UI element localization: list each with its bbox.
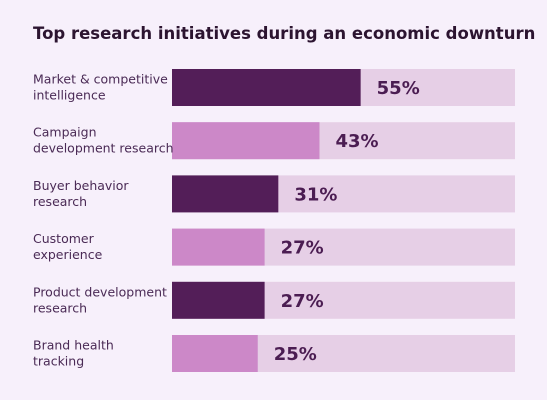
bar bbox=[172, 122, 320, 160]
bar bbox=[172, 335, 258, 372]
category-label: Customer experience bbox=[33, 231, 103, 262]
category-label-line: Market & competitive bbox=[33, 72, 168, 87]
category-label-line: research bbox=[33, 300, 87, 315]
category-label: Brand health tracking bbox=[33, 338, 114, 369]
chart-title: Top research initiatives during an econo… bbox=[33, 24, 536, 43]
value-label: 27% bbox=[281, 291, 324, 312]
bar bbox=[172, 281, 265, 319]
value-label: 27% bbox=[281, 238, 324, 259]
category-label-line: intelligence bbox=[33, 88, 106, 103]
value-label: 55% bbox=[377, 78, 420, 99]
category-label-line: Buyer behavior bbox=[33, 178, 129, 193]
category-label-line: Product development bbox=[33, 284, 167, 299]
bar bbox=[172, 228, 265, 266]
category-label: Product development research bbox=[33, 284, 167, 315]
category-label: Campaign development research bbox=[33, 125, 174, 156]
category-label-line: Brand health bbox=[33, 338, 114, 353]
category-label-line: Customer bbox=[33, 231, 95, 246]
category-label-line: Campaign bbox=[33, 125, 97, 140]
category-label-line: research bbox=[33, 194, 87, 209]
value-label: 43% bbox=[335, 131, 378, 152]
bar bbox=[172, 69, 361, 106]
category-label-line: experience bbox=[33, 247, 103, 262]
category-label: Market & competitive intelligence bbox=[33, 72, 168, 103]
category-label-line: tracking bbox=[33, 354, 84, 369]
category-label-line: development research bbox=[33, 141, 174, 156]
category-label: Buyer behavior research bbox=[33, 178, 129, 209]
bar bbox=[172, 175, 279, 213]
value-label: 25% bbox=[274, 344, 317, 365]
value-label: 31% bbox=[294, 184, 337, 205]
